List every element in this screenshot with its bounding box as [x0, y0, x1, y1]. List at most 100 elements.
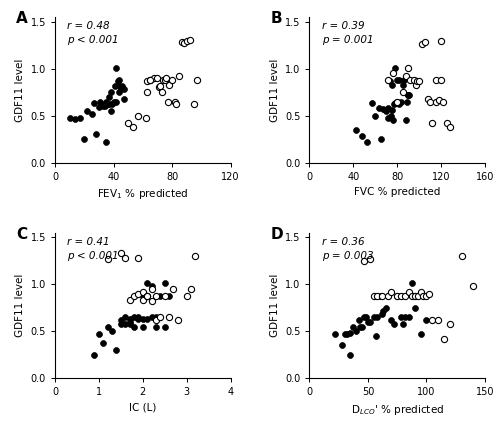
- Point: [405, 289, 413, 295]
- Point: [411, 304, 419, 311]
- Point: [105, 94, 113, 100]
- Point: [152, 317, 160, 323]
- Point: [389, 117, 397, 124]
- Point: [393, 292, 401, 299]
- Point: [158, 89, 166, 96]
- Text: r = 0.39
p = 0.001: r = 0.39 p = 0.001: [322, 21, 374, 45]
- Point: [121, 255, 129, 261]
- Point: [356, 323, 364, 330]
- Point: [160, 292, 168, 299]
- Point: [134, 255, 142, 261]
- Point: [352, 126, 360, 133]
- Point: [112, 64, 120, 71]
- Point: [134, 112, 142, 119]
- Point: [432, 98, 440, 105]
- Point: [156, 292, 164, 299]
- Point: [152, 314, 160, 320]
- Point: [396, 98, 404, 105]
- Point: [130, 314, 138, 320]
- Point: [374, 105, 382, 111]
- Point: [154, 75, 162, 82]
- Point: [172, 101, 180, 108]
- Point: [126, 297, 134, 303]
- Point: [384, 292, 392, 299]
- Point: [148, 283, 156, 289]
- Y-axis label: GDF11 level: GDF11 level: [270, 58, 280, 122]
- Point: [415, 77, 423, 84]
- Point: [180, 40, 188, 47]
- Point: [156, 314, 164, 320]
- Point: [346, 330, 354, 337]
- Point: [379, 106, 387, 113]
- Point: [377, 136, 385, 142]
- Point: [372, 332, 380, 339]
- Point: [410, 76, 418, 83]
- Point: [100, 103, 108, 110]
- Point: [116, 76, 124, 83]
- Point: [155, 84, 163, 91]
- Point: [384, 114, 392, 121]
- Point: [164, 98, 172, 105]
- Point: [404, 64, 412, 71]
- Point: [182, 292, 190, 299]
- Point: [170, 286, 177, 292]
- Point: [143, 292, 151, 299]
- Y-axis label: GDF11 level: GDF11 level: [15, 58, 25, 122]
- Point: [384, 292, 392, 299]
- Point: [160, 280, 168, 287]
- Point: [384, 76, 392, 83]
- Point: [90, 100, 98, 107]
- Point: [148, 298, 156, 305]
- Point: [100, 339, 108, 346]
- Point: [83, 108, 91, 114]
- Point: [100, 103, 108, 110]
- Point: [80, 136, 88, 142]
- Point: [400, 76, 408, 83]
- Point: [124, 120, 132, 127]
- Point: [142, 114, 150, 121]
- Point: [143, 89, 151, 96]
- Point: [126, 320, 134, 327]
- Point: [346, 351, 354, 358]
- Point: [187, 286, 195, 292]
- Point: [398, 89, 406, 96]
- Point: [391, 100, 399, 107]
- Point: [442, 120, 450, 127]
- Point: [112, 98, 120, 105]
- Point: [446, 320, 454, 327]
- Point: [412, 81, 420, 88]
- Point: [108, 328, 116, 334]
- Point: [178, 39, 186, 46]
- Point: [190, 101, 198, 108]
- Point: [437, 76, 445, 83]
- Point: [366, 318, 374, 325]
- Point: [393, 98, 401, 105]
- Text: C: C: [16, 227, 28, 242]
- Point: [143, 316, 151, 323]
- Point: [146, 76, 154, 83]
- Point: [425, 290, 433, 297]
- Point: [121, 320, 129, 327]
- Point: [426, 98, 434, 105]
- Point: [112, 347, 120, 354]
- Point: [110, 98, 118, 105]
- Point: [165, 314, 173, 320]
- Text: A: A: [16, 11, 28, 26]
- Point: [403, 98, 411, 105]
- Point: [102, 98, 110, 105]
- Point: [106, 108, 114, 114]
- Point: [171, 98, 179, 105]
- Point: [152, 292, 160, 299]
- X-axis label: FVC % predicted: FVC % predicted: [354, 187, 440, 197]
- Point: [168, 76, 176, 83]
- Point: [440, 98, 448, 105]
- Point: [402, 73, 410, 79]
- Point: [121, 314, 129, 320]
- Point: [446, 124, 454, 130]
- Point: [106, 89, 114, 96]
- Point: [134, 316, 142, 323]
- Text: D: D: [271, 227, 283, 242]
- Point: [88, 110, 96, 117]
- Point: [414, 292, 422, 299]
- Point: [165, 292, 173, 299]
